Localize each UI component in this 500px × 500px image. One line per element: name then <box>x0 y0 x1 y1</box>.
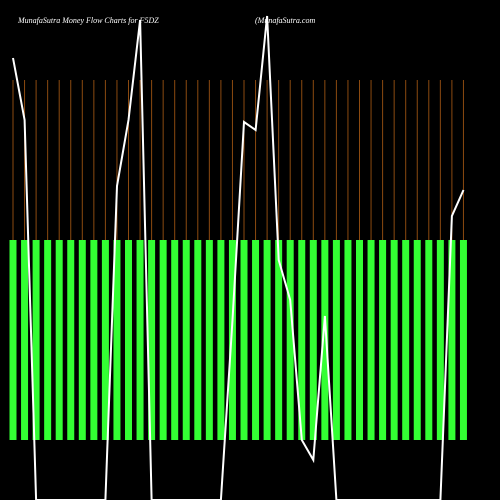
bar <box>321 240 329 440</box>
bar <box>159 240 167 440</box>
bar <box>379 240 387 440</box>
bar <box>309 240 317 440</box>
bar <box>205 240 213 440</box>
bar <box>252 240 260 440</box>
bar <box>78 240 86 440</box>
bar <box>390 240 398 440</box>
bar <box>402 240 410 440</box>
chart-title: MunafaSutra Money Flow Charts for F5DZ <box>17 16 159 25</box>
bar <box>44 240 52 440</box>
bar <box>125 240 132 440</box>
bar <box>425 240 433 440</box>
bar <box>55 240 63 440</box>
bar <box>90 240 98 440</box>
bar <box>182 240 190 440</box>
bar <box>217 240 225 440</box>
bar <box>148 240 156 440</box>
bar <box>448 240 456 440</box>
money-flow-line <box>12 15 465 500</box>
bar <box>101 240 109 440</box>
bar <box>113 240 121 440</box>
bar <box>332 240 340 440</box>
bar <box>194 240 202 440</box>
bar <box>459 240 467 440</box>
bar <box>413 240 421 440</box>
bar <box>32 240 40 440</box>
bar <box>136 240 144 440</box>
bar <box>9 240 17 440</box>
bar <box>367 240 375 440</box>
bar <box>436 240 444 440</box>
bar <box>356 240 363 440</box>
bar <box>275 240 283 440</box>
bar <box>67 240 75 440</box>
bar <box>263 240 271 440</box>
chart-subtitle: (MunafaSutra.com <box>255 16 315 25</box>
bar <box>298 240 306 440</box>
bar <box>344 240 352 440</box>
bar <box>21 240 29 440</box>
bar <box>228 240 236 440</box>
bar <box>171 240 179 440</box>
bar <box>240 240 248 440</box>
bar <box>286 240 294 440</box>
